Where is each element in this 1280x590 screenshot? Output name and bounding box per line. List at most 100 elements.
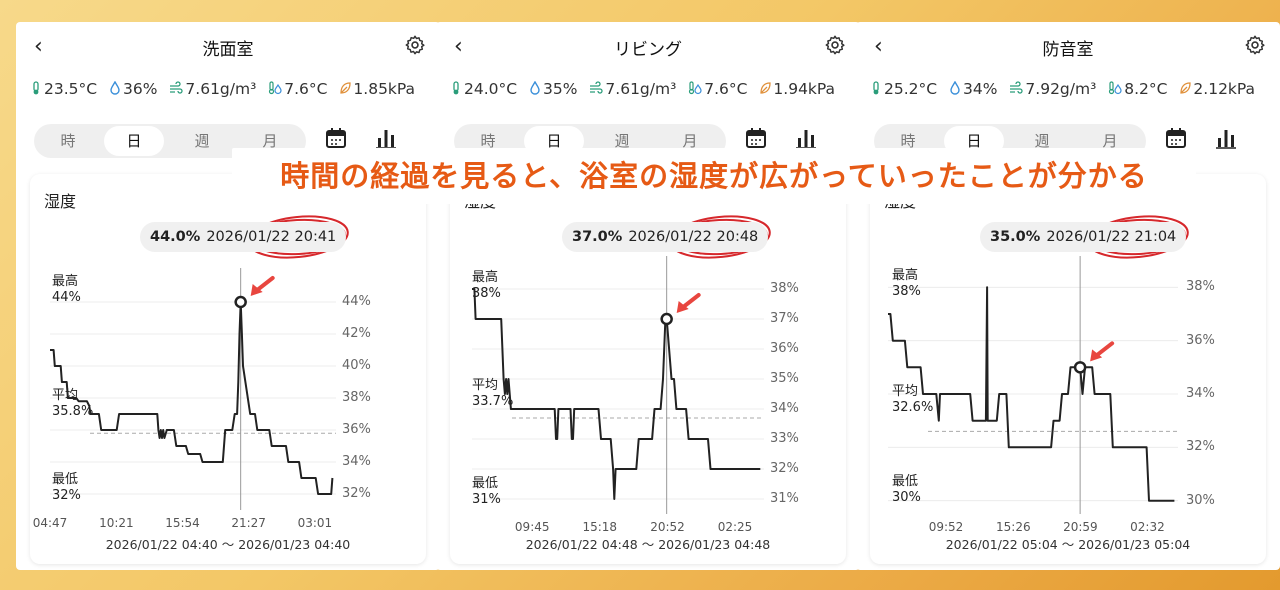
segment-month[interactable]: 月 <box>1102 132 1118 150</box>
segment-day[interactable]: 日 <box>104 126 164 156</box>
humidity-stat: 36% <box>109 80 157 98</box>
vpd-value: 2.12kPa <box>1193 80 1256 98</box>
y-tick-label: 30% <box>1186 492 1215 508</box>
max-value: 38% <box>892 284 921 299</box>
humidity-value: 36% <box>123 80 158 98</box>
x-tick-label: 03:01 <box>297 516 333 530</box>
avg-value: 33.7% <box>472 394 514 409</box>
back-icon[interactable]: ‹ <box>874 34 883 59</box>
max-label: 最高 44% <box>52 274 81 306</box>
settings-gear-icon[interactable] <box>404 34 426 56</box>
min-caption: 最低 <box>52 472 79 487</box>
x-tick-label: 09:45 <box>514 520 550 534</box>
y-tick-label: 40% <box>342 358 371 373</box>
bar-chart-icon[interactable] <box>374 126 398 150</box>
thermometer-icon <box>33 81 39 95</box>
calendar-icon[interactable] <box>744 126 768 150</box>
y-tick-label: 32% <box>1186 439 1215 455</box>
vpd-stat: 1.94kPa <box>759 80 835 98</box>
max-caption: 最高 <box>472 270 499 285</box>
x-tick-label: 09:52 <box>928 520 964 534</box>
temperature-stat: 24.0°C <box>450 80 517 98</box>
min-label: 最低 32% <box>52 472 81 504</box>
vpd-value: 1.85kPa <box>353 80 416 98</box>
temperature-stat: 23.5°C <box>30 80 97 98</box>
chart-tooltip: 37.0% 2026/01/22 20:48 <box>562 222 769 252</box>
segment-hour[interactable]: 時 <box>60 132 76 150</box>
water-drop-icon <box>950 81 960 95</box>
settings-gear-icon[interactable] <box>1244 34 1266 56</box>
humidity-stat: 34% <box>949 80 997 98</box>
min-value: 32% <box>52 488 81 503</box>
min-label: 最低 31% <box>472 476 501 508</box>
segment-week[interactable]: 週 <box>194 132 210 150</box>
avg-label: 平均 32.6% <box>892 384 933 416</box>
segment-month[interactable]: 月 <box>682 132 698 150</box>
back-icon[interactable]: ‹ <box>454 34 463 59</box>
chart-tooltip: 44.0% 2026/01/22 20:41 <box>140 222 347 252</box>
annotation-arrow-head <box>250 284 263 296</box>
max-value: 38% <box>472 286 501 301</box>
room-title: 防音室 <box>1042 40 1094 60</box>
absolute-humidity-stat: 7.92g/m³ <box>1009 80 1096 98</box>
absolute-humidity-value: 7.61g/m³ <box>185 80 257 98</box>
tooltip-value: 35.0% <box>990 229 1041 245</box>
max-caption: 最高 <box>892 268 919 283</box>
tooltip-time: 2026/01/22 21:04 <box>1046 229 1177 245</box>
selected-point-marker[interactable] <box>234 295 247 309</box>
min-value: 30% <box>892 490 921 505</box>
humidity-stat: 35% <box>529 80 577 98</box>
annotation-arrow-head <box>1090 349 1103 362</box>
avg-value: 35.8% <box>52 404 94 419</box>
segment-month[interactable]: 月 <box>262 132 278 150</box>
x-tick-label: 10:21 <box>99 516 134 530</box>
segment-week[interactable]: 週 <box>614 132 630 150</box>
y-tick-label: 37% <box>770 311 799 326</box>
x-tick-label: 15:54 <box>165 516 200 530</box>
dew-point-value: 8.2°C <box>1124 80 1168 98</box>
date-range: 2026/01/22 04:40 〜 2026/01/23 04:40 <box>105 537 351 552</box>
selected-point-marker[interactable] <box>660 312 673 326</box>
selected-point-marker[interactable] <box>1073 361 1087 374</box>
app-header: ‹ 防音室 <box>856 22 1280 72</box>
y-tick-label: 42% <box>342 326 371 341</box>
sensor-stats-row: 23.5°C 36% 7.61g/m³ 7.6°C 1.85kPa <box>30 80 430 104</box>
chart-tooltip: 35.0% 2026/01/22 21:04 <box>980 222 1187 252</box>
y-tick-label: 38% <box>342 390 371 405</box>
y-tick-label: 36% <box>1186 332 1215 348</box>
thermometer-icon <box>453 81 459 95</box>
humidity-chart-card: 湿度 44.0% 2026/01/22 20:41 最高 44% 平均 35.8% 最… <box>30 174 426 564</box>
dew-point-stat: 7.6°C <box>268 80 327 98</box>
caption-banner: 時間の経過を見ると、浴室の湿度が広がっていったことが分かる <box>232 148 1196 204</box>
absolute-humidity-stat: 7.61g/m³ <box>169 80 256 98</box>
bar-chart-icon[interactable] <box>794 126 818 150</box>
y-tick-label: 32% <box>770 461 799 476</box>
dew-point-stat: 7.6°C <box>688 80 747 98</box>
bar-chart-icon[interactable] <box>1214 126 1238 150</box>
segment-week[interactable]: 週 <box>1034 132 1050 150</box>
temperature-value: 23.5°C <box>44 80 98 98</box>
tooltip-value: 37.0% <box>572 229 623 245</box>
tooltip-time: 2026/01/22 20:41 <box>206 229 337 245</box>
avg-caption: 平均 <box>892 384 919 399</box>
water-drop-icon <box>110 81 120 95</box>
room-title: 洗面室 <box>202 40 254 60</box>
vpd-stat: 2.12kPa <box>1179 80 1255 98</box>
calendar-icon[interactable] <box>1164 126 1188 150</box>
settings-gear-icon[interactable] <box>824 34 846 56</box>
dew-point-stat: 8.2°C <box>1108 80 1167 98</box>
y-tick-label: 38% <box>770 281 799 296</box>
calendar-icon[interactable] <box>324 126 348 150</box>
min-caption: 最低 <box>472 476 499 491</box>
min-value: 31% <box>472 492 501 507</box>
leaf-icon <box>1180 82 1192 94</box>
absolute-humidity-stat: 7.61g/m³ <box>589 80 676 98</box>
humidity-line-chart[interactable] <box>870 174 1266 564</box>
avg-label: 平均 35.8% <box>52 388 93 420</box>
app-header: ‹ 洗面室 <box>16 22 440 72</box>
segment-hour[interactable]: 時 <box>480 132 496 150</box>
segment-hour[interactable]: 時 <box>900 132 916 150</box>
x-tick-label: 21:27 <box>231 516 266 530</box>
back-icon[interactable]: ‹ <box>34 34 43 59</box>
